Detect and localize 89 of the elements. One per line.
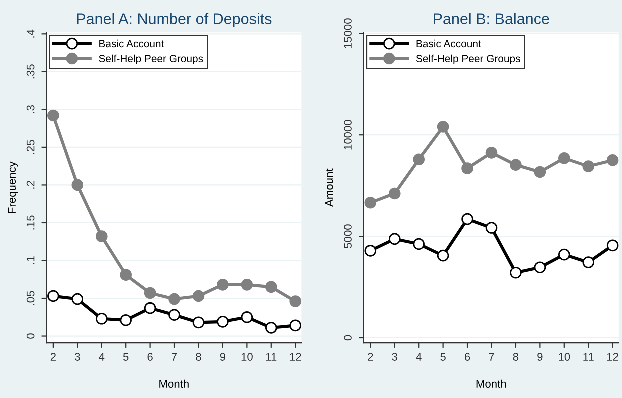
x-tick-label: 6 bbox=[148, 353, 153, 361]
y-tick-label: 10000 bbox=[344, 120, 352, 150]
x-tick-label: 2 bbox=[50, 353, 56, 361]
point bbox=[120, 269, 132, 281]
point bbox=[192, 316, 205, 329]
point bbox=[606, 240, 619, 252]
point bbox=[265, 281, 278, 294]
y-axis-title: Frequency bbox=[8, 162, 18, 214]
point bbox=[510, 266, 522, 279]
point bbox=[72, 293, 84, 306]
x-tick-label: 4 bbox=[99, 353, 105, 361]
legend-label: Basic Account bbox=[100, 40, 164, 48]
y-tick-label: .1 bbox=[26, 256, 35, 264]
point bbox=[413, 238, 425, 250]
x-tick-label: 10 bbox=[559, 353, 570, 361]
point bbox=[48, 290, 60, 302]
x-tick-label: 3 bbox=[74, 353, 80, 361]
point bbox=[144, 287, 156, 300]
point bbox=[265, 322, 278, 334]
x-tick-label: 12 bbox=[290, 353, 302, 361]
point bbox=[437, 121, 450, 133]
x-axis-title: Month bbox=[476, 380, 506, 388]
x-tick-label: 5 bbox=[440, 353, 446, 361]
y-tick-label: .2 bbox=[26, 181, 35, 189]
chart-title: Panel A: Number of Deposits bbox=[77, 13, 272, 28]
x-tick-label: 10 bbox=[242, 353, 253, 361]
point bbox=[486, 147, 498, 159]
point bbox=[413, 154, 425, 166]
x-tick-label: 5 bbox=[123, 353, 129, 361]
point bbox=[290, 320, 302, 332]
point bbox=[96, 230, 108, 242]
y-tick-label: 0 bbox=[344, 335, 352, 341]
y-tick-label: .15 bbox=[26, 216, 35, 230]
y-tick-label: 5000 bbox=[344, 224, 352, 248]
x-tick-label: 4 bbox=[416, 353, 422, 361]
x-axis-title: Month bbox=[160, 380, 189, 388]
x-tick-label: 9 bbox=[220, 353, 226, 361]
point bbox=[606, 154, 619, 166]
point bbox=[510, 159, 522, 172]
point bbox=[388, 188, 401, 200]
chart-title: Panel B: Balance bbox=[434, 13, 550, 24]
x-tick-label: 11 bbox=[584, 353, 594, 361]
point bbox=[241, 279, 254, 291]
y-tick-label: .4 bbox=[26, 30, 35, 38]
point bbox=[168, 309, 180, 322]
y-tick-label: 15000 bbox=[344, 18, 352, 48]
x-tick-label: 8 bbox=[513, 353, 519, 361]
point bbox=[462, 213, 474, 226]
point bbox=[462, 162, 474, 174]
x-tick-label: 12 bbox=[608, 353, 618, 361]
x-tick-label: 9 bbox=[538, 353, 543, 361]
legend-label: Self-Help Peer Groups bbox=[416, 54, 520, 65]
y-tick-label: .05 bbox=[26, 291, 35, 306]
y-tick-label: 0 bbox=[26, 334, 35, 339]
y-axis-title: Amount bbox=[326, 168, 334, 207]
point bbox=[534, 262, 546, 274]
point bbox=[582, 160, 595, 172]
x-tick-label: 6 bbox=[465, 353, 470, 361]
point bbox=[217, 279, 229, 291]
point bbox=[558, 152, 570, 164]
y-tick-label: .35 bbox=[26, 64, 35, 79]
point bbox=[388, 233, 401, 246]
point bbox=[120, 314, 132, 326]
point bbox=[437, 250, 450, 262]
point bbox=[486, 222, 498, 234]
point bbox=[144, 302, 156, 314]
y-tick-label: .3 bbox=[26, 106, 35, 114]
y-tick-label: .25 bbox=[26, 140, 35, 154]
point bbox=[241, 311, 254, 324]
point bbox=[217, 316, 229, 328]
point bbox=[364, 245, 377, 257]
legend-label: Self-Help Peer Groups bbox=[99, 54, 204, 65]
point bbox=[558, 248, 570, 261]
point bbox=[48, 110, 60, 122]
point bbox=[582, 256, 595, 268]
x-tick-label: 8 bbox=[196, 353, 202, 361]
point bbox=[96, 313, 108, 325]
x-tick-label: 7 bbox=[489, 353, 494, 361]
point bbox=[72, 179, 84, 192]
x-tick-label: 7 bbox=[172, 353, 178, 361]
point bbox=[290, 296, 302, 308]
x-tick-label: 3 bbox=[392, 353, 398, 361]
x-tick-label: 11 bbox=[266, 353, 277, 361]
point bbox=[192, 290, 205, 302]
point bbox=[364, 196, 377, 209]
legend-label: Basic Account bbox=[416, 40, 482, 48]
x-tick-label: 2 bbox=[368, 353, 374, 361]
point bbox=[168, 293, 180, 306]
point bbox=[534, 166, 546, 178]
